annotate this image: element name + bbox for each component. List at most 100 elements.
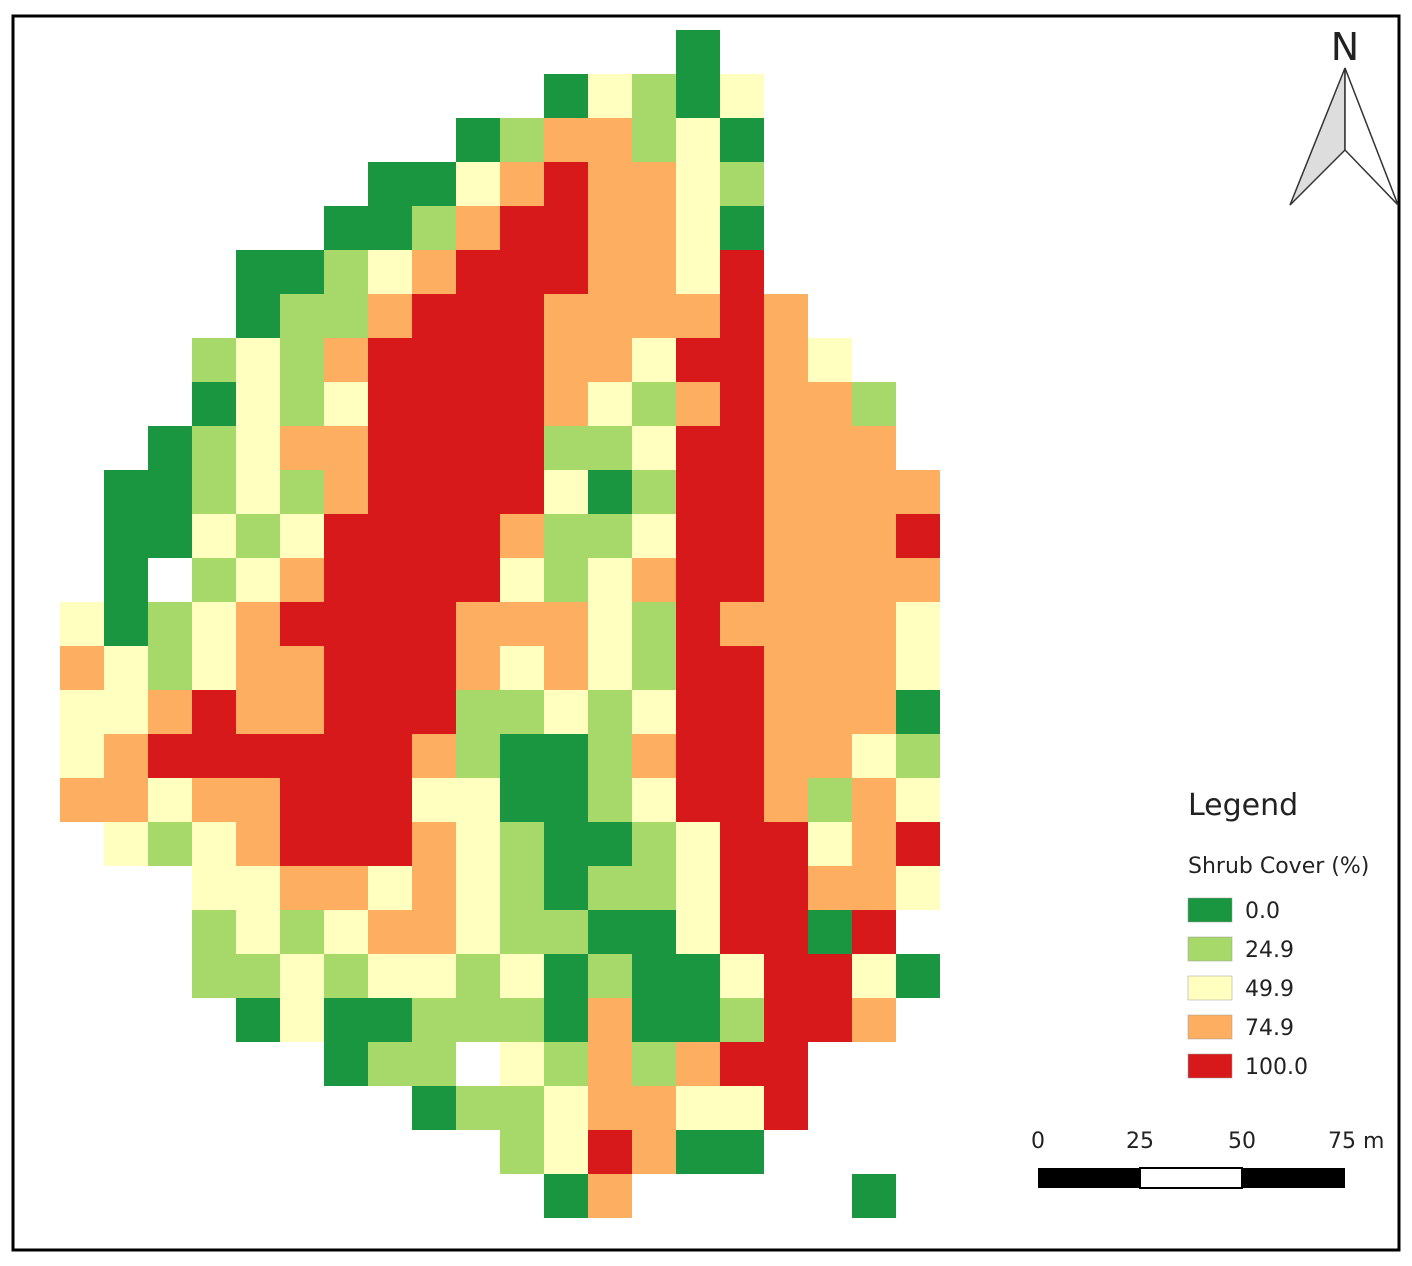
raster-cell xyxy=(500,206,544,250)
raster-cell xyxy=(60,690,104,734)
raster-cell xyxy=(808,690,852,734)
raster-cell xyxy=(456,734,500,778)
raster-cell xyxy=(764,690,808,734)
raster-cell xyxy=(236,338,280,382)
raster-cell xyxy=(588,646,632,690)
raster-cell xyxy=(280,910,324,954)
raster-cell xyxy=(412,250,456,294)
raster-cell xyxy=(588,998,632,1042)
raster-cell xyxy=(764,1086,808,1130)
raster-cell xyxy=(588,118,632,162)
raster-cell xyxy=(632,646,676,690)
scale-label: 25 xyxy=(1126,1129,1154,1154)
raster-cell xyxy=(104,690,148,734)
raster-cell xyxy=(412,822,456,866)
raster-cell xyxy=(632,250,676,294)
raster-cell xyxy=(808,822,852,866)
raster-cell xyxy=(808,382,852,426)
raster-cell xyxy=(720,382,764,426)
raster-cell xyxy=(896,646,940,690)
raster-cell xyxy=(676,954,720,998)
raster-cell xyxy=(500,954,544,998)
raster-cell xyxy=(764,734,808,778)
raster-cell xyxy=(412,954,456,998)
raster-cell xyxy=(720,910,764,954)
raster-cell xyxy=(148,514,192,558)
raster-cell xyxy=(368,338,412,382)
raster-cell xyxy=(720,162,764,206)
raster-cell xyxy=(720,734,764,778)
raster-cell xyxy=(280,602,324,646)
legend-title: Legend xyxy=(1188,788,1298,823)
raster-cell xyxy=(236,778,280,822)
raster-cell xyxy=(852,734,896,778)
north-arrow: N xyxy=(1289,25,1399,206)
raster-cell xyxy=(720,118,764,162)
raster-cell xyxy=(632,382,676,426)
raster-cell xyxy=(720,338,764,382)
raster-cell xyxy=(544,690,588,734)
raster-cell xyxy=(192,426,236,470)
raster-cell xyxy=(324,470,368,514)
raster-cell xyxy=(808,734,852,778)
raster-cell xyxy=(852,778,896,822)
raster-cell xyxy=(412,382,456,426)
raster-cell xyxy=(368,294,412,338)
raster-cell xyxy=(412,866,456,910)
raster-cell xyxy=(280,646,324,690)
raster-cell xyxy=(632,822,676,866)
raster-cell xyxy=(192,866,236,910)
raster-cell xyxy=(632,558,676,602)
raster-cell xyxy=(368,822,412,866)
raster-cell xyxy=(280,822,324,866)
raster-cell xyxy=(544,734,588,778)
raster-cell xyxy=(896,822,940,866)
raster-cell xyxy=(324,426,368,470)
raster-cell xyxy=(720,602,764,646)
raster-cell xyxy=(280,778,324,822)
raster-cell xyxy=(368,734,412,778)
raster-cell xyxy=(368,602,412,646)
raster-cell xyxy=(456,778,500,822)
raster-cell xyxy=(412,602,456,646)
raster-cell xyxy=(500,294,544,338)
raster-cell xyxy=(368,250,412,294)
raster-cell xyxy=(764,778,808,822)
raster-cell xyxy=(764,294,808,338)
raster-cell xyxy=(500,778,544,822)
raster-cell xyxy=(500,250,544,294)
raster-cell xyxy=(324,734,368,778)
raster-cell xyxy=(808,866,852,910)
raster-cell xyxy=(104,734,148,778)
raster-cell xyxy=(632,470,676,514)
legend-swatch xyxy=(1187,936,1233,962)
raster-cell xyxy=(104,822,148,866)
raster-cell xyxy=(764,426,808,470)
raster-cell xyxy=(676,382,720,426)
raster-cell xyxy=(368,382,412,426)
raster-cell xyxy=(896,602,940,646)
raster-cell xyxy=(280,690,324,734)
raster-cell xyxy=(412,294,456,338)
legend-label: 24.9 xyxy=(1245,938,1294,963)
raster-cell xyxy=(456,294,500,338)
raster-cell xyxy=(104,778,148,822)
raster-cell xyxy=(544,998,588,1042)
raster-cell xyxy=(500,646,544,690)
raster-cell xyxy=(60,646,104,690)
legend-swatch xyxy=(1187,1053,1233,1079)
raster-cell xyxy=(104,558,148,602)
raster-cell xyxy=(676,998,720,1042)
raster-cell xyxy=(852,382,896,426)
raster-cell xyxy=(280,382,324,426)
raster-cell xyxy=(368,690,412,734)
raster-cell xyxy=(808,646,852,690)
raster-cell xyxy=(236,602,280,646)
raster-cell xyxy=(676,1086,720,1130)
raster-cell xyxy=(808,514,852,558)
scale-label: 50 xyxy=(1228,1129,1256,1154)
raster-cell xyxy=(544,1130,588,1174)
raster-cell xyxy=(324,998,368,1042)
raster-cell xyxy=(676,514,720,558)
raster-cell xyxy=(500,1086,544,1130)
